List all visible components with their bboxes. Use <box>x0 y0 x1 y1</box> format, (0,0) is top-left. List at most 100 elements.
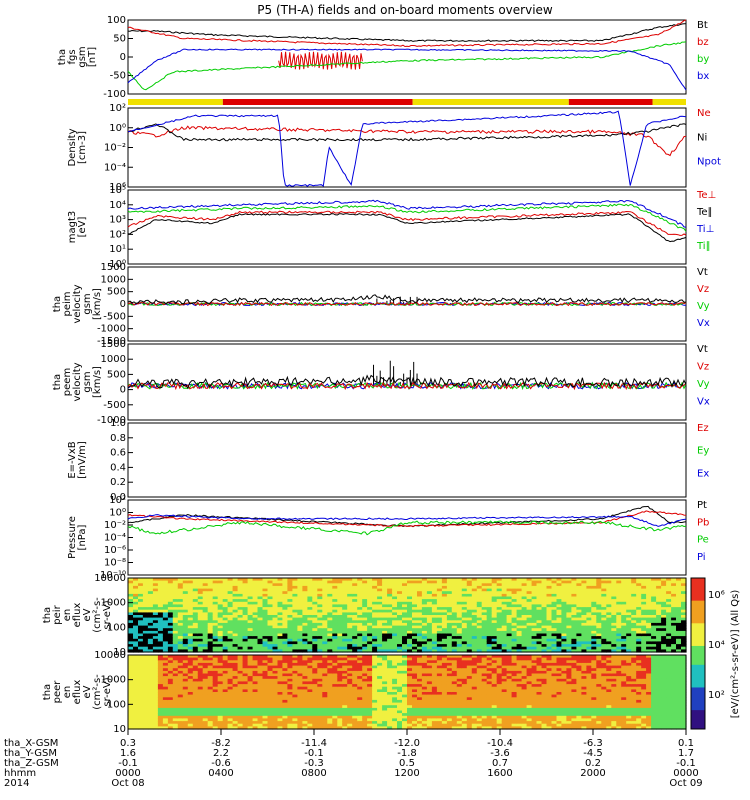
ylabel-line: peer <box>52 680 63 704</box>
ytick-label: -500 <box>103 311 126 322</box>
ytick-label: 1000 <box>101 675 126 686</box>
xaxis-row-label: tha_Y-GSM <box>4 748 57 759</box>
xtick-label: 0.1 <box>678 738 694 749</box>
series-vt <box>127 374 687 390</box>
ytick-label: 10000 <box>94 573 126 584</box>
ylabel-line: Density <box>67 128 78 166</box>
ytick-label: 1000 <box>101 274 126 285</box>
ytick-label: 10⁻⁴ <box>104 162 126 173</box>
colorbar: 10⁶ 10⁴ 10² [eV/(cm²-s-sr-eV)] (All Qs) <box>690 577 741 730</box>
xtick-label: 2.2 <box>213 748 229 759</box>
legend-vt: Vt <box>697 267 708 278</box>
legend-pt: Pt <box>697 500 707 511</box>
ytick-label: -1000 <box>97 324 126 335</box>
ytick-label: 10² <box>109 495 126 506</box>
legend-bz: bz <box>697 37 709 48</box>
series-pi <box>127 514 687 527</box>
ytick-label: 0 <box>120 385 126 396</box>
ytick-label: 10² <box>109 229 126 240</box>
ytick-label: -500 <box>103 400 126 411</box>
xtick-label: 0400 <box>208 768 233 779</box>
ytick-label: 10⁻⁸ <box>104 558 126 569</box>
legend-bx: bx <box>697 71 709 82</box>
ylabel-line: gsm <box>82 293 93 314</box>
panel-peer: 10000 1000 100 10 tha peer en eflux eV (cm²-s-sr-… <box>42 650 687 735</box>
xaxis-row-label: tha_Z-GSM <box>4 758 59 769</box>
ytick-label: 10⁻⁴ <box>104 533 126 544</box>
series-te-perp <box>127 210 687 236</box>
legend-te: Te⊥ <box>696 190 716 201</box>
ytick-label: 10⁻² <box>104 143 126 154</box>
xtick-label: 1.7 <box>678 748 694 759</box>
ytick-label: -1000 <box>97 415 126 426</box>
xtick-label: -0.1 <box>676 758 696 769</box>
ylabel-line: peir <box>52 604 63 624</box>
legend-ti: Ti∥ <box>696 241 711 252</box>
ylabel-line: tha <box>52 296 63 312</box>
ytick-label: -100 <box>103 89 126 100</box>
ylabel-line: [km/s] <box>92 288 103 320</box>
ylabel-line: en <box>62 686 73 699</box>
ytick-label: 0.0 <box>110 492 126 503</box>
legend-vy: Vy <box>697 301 710 312</box>
series-ti-par <box>127 203 687 232</box>
xtick-label: 0.5 <box>399 758 415 769</box>
series-bt <box>127 23 687 42</box>
legend-vx: Vx <box>697 397 710 408</box>
xtick-label: 1.6 <box>120 748 136 759</box>
ytick-label: 1.0 <box>110 418 126 429</box>
xtick-label: 0.3 <box>120 738 136 749</box>
xtick-label: 0.2 <box>585 758 601 769</box>
legend-npot: Npot <box>697 157 721 168</box>
ytick-label: 10⁻² <box>104 520 126 531</box>
ytick-label: 10⁰ <box>109 123 126 134</box>
xtick-label: -12.0 <box>394 738 420 749</box>
panel-temperature: Te⊥ Te∥ Ti⊥ Ti∥ 10⁵ 10⁴ 10³ 10² 10¹ 10⁰ magt3 [eV] <box>67 185 716 270</box>
ytick-label: 0.8 <box>110 433 126 444</box>
xtick-label: -1.8 <box>397 748 417 759</box>
region-bar-segment <box>568 99 653 105</box>
ytick-label: 10⁵ <box>109 185 126 196</box>
legend-by: by <box>697 54 709 65</box>
xtick-label: -6.3 <box>583 738 603 749</box>
ylabel-line: peem <box>62 368 73 396</box>
colorbar-frame <box>690 577 706 730</box>
xtick-label: -4.5 <box>583 748 603 759</box>
ylabel-line: eflux <box>72 680 83 705</box>
legend-pe: Pe <box>697 535 709 546</box>
ytick-label: -50 <box>110 71 126 82</box>
ylabel-line: [nT] <box>87 47 98 67</box>
ylabel-line: (cm²-s- <box>92 674 103 710</box>
series-npot <box>127 110 687 187</box>
ytick-label: 10⁻¹⁰ <box>100 570 126 581</box>
ytick-label: 0.6 <box>110 448 126 459</box>
legend-vz: Vz <box>697 284 709 295</box>
ytick-label: 1500 <box>101 262 126 273</box>
legend-ex: Ex <box>697 468 709 479</box>
ytick-label: 50 <box>113 34 126 45</box>
legend-ez: Ez <box>697 423 709 434</box>
panel-frame <box>127 19 687 95</box>
ylabel-line: eV <box>82 685 93 698</box>
ylabel-line: [eV] <box>77 217 88 238</box>
xtick-label: 2000 <box>580 768 605 779</box>
xtick-label: 0800 <box>301 768 326 779</box>
legend-ti: Ti⊥ <box>696 224 714 235</box>
series-ne <box>127 125 687 157</box>
ylabel-line: magt3 <box>67 211 78 244</box>
colorbar-label: [eV/(cm²-s-sr-eV)] (All Qs) <box>730 590 741 719</box>
series-vt <box>127 294 686 305</box>
ytick-label: 10⁻⁶ <box>104 545 126 556</box>
date-start-label: Oct 08 <box>111 778 144 789</box>
series-by <box>127 41 687 91</box>
date-end-label: Oct 09 <box>669 778 702 789</box>
series-bz <box>127 19 687 48</box>
xtick-label: -8.2 <box>211 738 231 749</box>
ylabel-line: gsm <box>77 46 88 67</box>
ytick-label: 0 <box>120 299 126 310</box>
ytick-label: 10000 <box>94 650 126 661</box>
ylabel-line: tha <box>42 684 53 700</box>
